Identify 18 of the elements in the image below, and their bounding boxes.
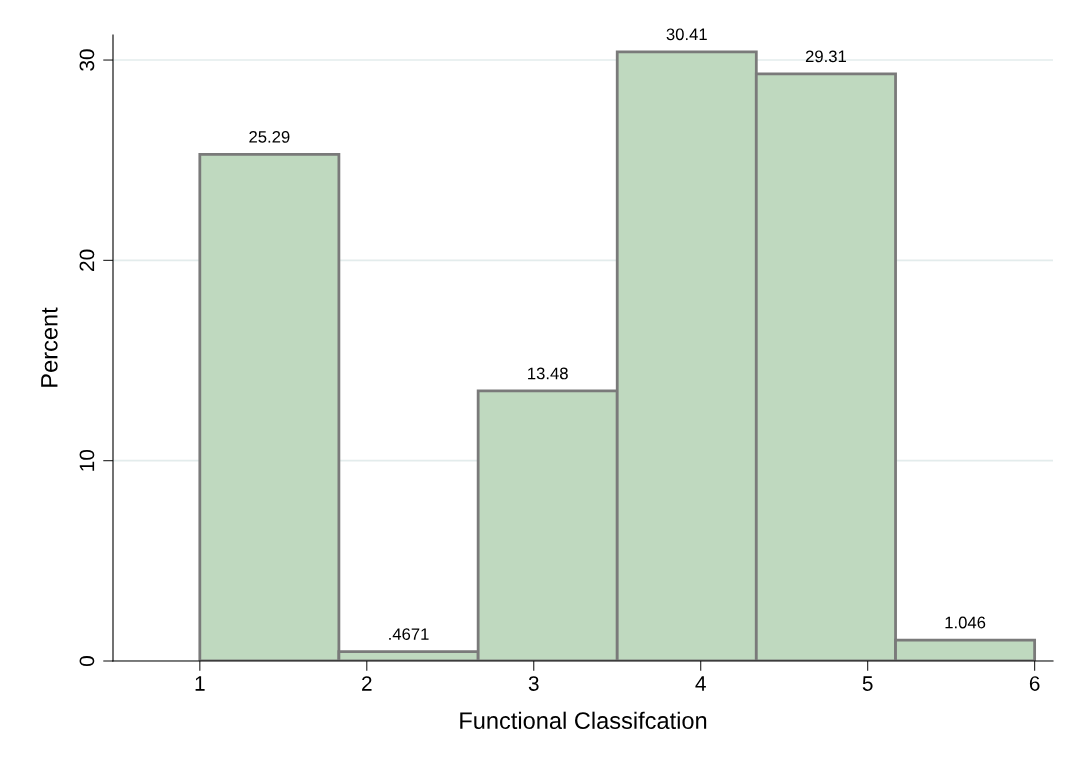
x-tick-label: 4 <box>695 676 706 691</box>
y-tick-label: 0 <box>79 656 95 666</box>
x-tick-label: 1 <box>195 676 205 691</box>
data-label: .4671 <box>389 628 429 641</box>
x-tick-label: 3 <box>528 676 539 691</box>
data-label: 1.046 <box>945 616 986 629</box>
y-axis-title: Percent <box>41 307 58 387</box>
data-label: 13.48 <box>528 367 568 380</box>
y-tick-label: 30 <box>79 49 95 71</box>
x-tick-label: 5 <box>862 676 873 691</box>
x-axis-title: Functional Classifcation <box>460 711 707 730</box>
data-label: 29.31 <box>805 50 846 63</box>
x-tick-label: 2 <box>362 676 372 691</box>
x-tick-label: 6 <box>1029 676 1040 691</box>
y-tick-label: 20 <box>79 249 95 271</box>
y-tick-label: 10 <box>79 449 95 471</box>
data-label: 30.41 <box>666 28 707 41</box>
data-label: 25.29 <box>249 130 290 143</box>
